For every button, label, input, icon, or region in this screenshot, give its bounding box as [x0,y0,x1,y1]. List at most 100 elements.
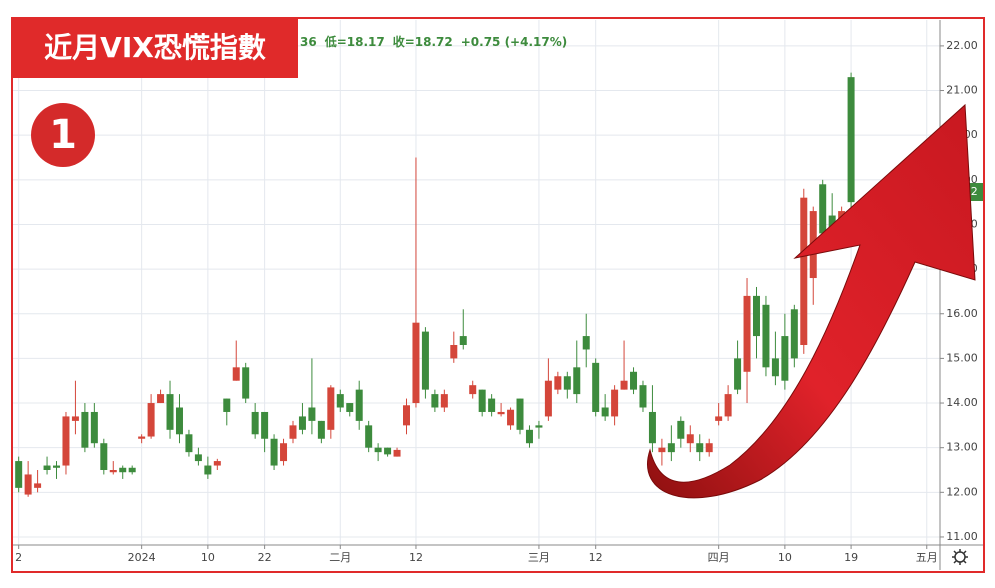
candle-body [771,358,779,377]
candle-body [71,416,79,421]
candle-body [147,403,155,437]
x-tick-label: 22 [258,551,272,564]
candle-body [298,416,306,430]
candle-body [90,411,98,444]
candle-body [516,398,524,430]
candle-body [459,336,467,345]
candle-body [365,425,373,448]
candle-body [790,309,798,359]
candle-body [847,77,855,203]
candle-body [384,447,392,455]
candle-body [157,394,165,404]
candle-body [223,398,231,412]
candle-body [554,376,562,390]
badge-number: 1 [49,112,77,158]
x-tick-label: 2 [15,551,22,564]
y-tick-label: 11.00 [946,530,978,543]
candle-body [412,322,420,404]
badge [31,103,95,167]
y-tick-label: 13.00 [946,441,978,454]
frame [11,17,985,573]
candle-body [308,407,316,421]
candle-body [251,411,259,435]
candle-body [734,358,742,390]
candle-body [138,436,146,439]
candle-body [421,331,429,390]
candle-body [762,304,770,368]
candle-body [280,443,288,462]
candle-body [630,371,638,390]
candles [15,72,855,497]
candle-body [705,443,713,453]
chart-title: 近月VIX恐慌指數 [44,31,266,64]
settings-icon[interactable] [952,549,968,565]
candle-body [53,465,61,468]
candle-body [128,467,136,473]
x-tick-label: 10 [778,551,792,564]
candle-body [478,389,486,412]
candle-body [242,367,250,399]
candle-body [592,362,600,412]
candle-body [109,470,117,473]
candle-body [450,345,458,359]
candle-body [601,407,609,417]
candle-body [611,389,619,417]
candle-body [535,425,543,428]
candle-body [336,394,344,408]
candle-body [194,454,202,462]
y-tick-label: 21.00 [946,84,978,97]
candle-body [724,394,732,417]
y-tick-label: 12.00 [946,485,978,498]
x-tick-label: 2024 [128,551,156,564]
candle-body [752,295,760,337]
candle-body [563,376,571,390]
candle-body [119,467,127,473]
candle-body [715,416,723,421]
candle-body [166,394,174,430]
candle-body [497,411,505,415]
y-tick-label: 22.00 [946,39,978,52]
candle-body [648,411,656,444]
candle-body [355,389,363,421]
x-tick-label: 10 [201,551,215,564]
y-tick-label: 16.00 [946,307,978,320]
candle-body [374,447,382,453]
x-tick-label: 二月 [329,551,351,564]
candle-body [346,403,354,412]
candle-body [24,474,32,495]
candle-body [667,443,675,453]
candle-body [213,461,221,466]
candle-body [100,443,108,470]
candle-body [781,336,789,381]
y-tick-label: 15.00 [946,351,978,364]
x-tick-label: 19 [844,551,858,564]
candle-body [175,407,183,435]
candle-body [800,197,808,345]
candle-body [403,405,411,426]
candle-body [686,434,694,444]
candle-body [327,387,335,430]
ohlc-info: 36 低=18.17 收=18.72 +0.75 (+4.17%) [300,34,567,49]
x-tick-label: 三月 [528,551,550,564]
x-tick-label: 12 [409,551,423,564]
candle-body [696,443,704,453]
candle-body [620,380,628,390]
candle-body [81,411,89,448]
candle-body [204,465,212,475]
info-item: 低=18.17 [324,34,385,49]
info-item: 36 [300,35,317,49]
candle-body [507,409,515,426]
candle-body [440,394,448,408]
candle-body [582,336,590,350]
candle-body [658,447,666,453]
title-box [12,18,298,78]
candle-body [743,295,751,372]
candle-body [62,416,70,466]
axes: 11.0012.0013.0014.0015.0016.0017.0018.00… [15,39,978,564]
grid [13,20,940,545]
candle-body [43,465,51,470]
candle-body [261,411,269,439]
